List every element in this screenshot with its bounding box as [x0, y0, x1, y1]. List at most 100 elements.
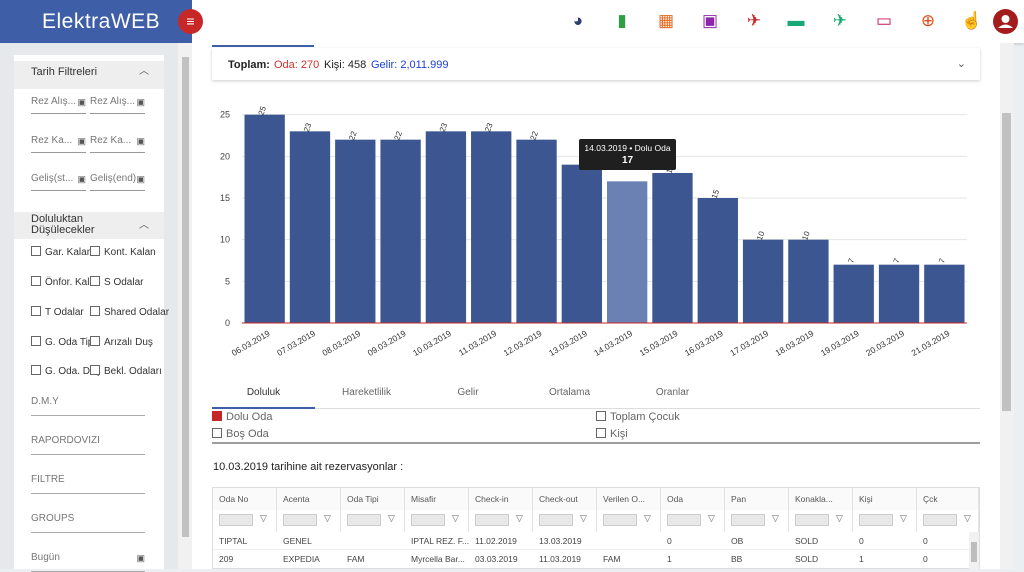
chart-bar[interactable] [516, 139, 557, 323]
chart-bar[interactable] [878, 264, 920, 323]
checkbox-bekl-odalari[interactable]: Bekl. Odaları [90, 365, 162, 377]
chart-bar[interactable] [425, 131, 467, 323]
table-cell[interactable]: 209 [219, 554, 234, 564]
bed-icon[interactable]: ▬ [787, 11, 805, 30]
column-header[interactable]: Acenta [277, 488, 341, 510]
calendar-icon[interactable]: ▣ [136, 97, 145, 107]
cart-icon[interactable]: ⊕ [920, 11, 936, 30]
filter-icon[interactable]: ▽ [260, 513, 267, 523]
table-cell[interactable]: BB [731, 554, 743, 564]
legend-dolu-oda[interactable]: Dolu Oda [212, 411, 272, 423]
column-header[interactable]: Verilen O... [597, 488, 661, 510]
grid-icon[interactable]: ▦ [657, 11, 675, 30]
checkbox-kont-kalan[interactable]: Kont. Kalan [90, 246, 156, 258]
filter-icon[interactable]: ▽ [324, 513, 331, 523]
checkbox-s-odalar[interactable]: S Odalar [90, 276, 143, 288]
chart-bar[interactable] [697, 198, 738, 323]
filter-icon[interactable]: ▽ [772, 513, 779, 523]
filter-input[interactable] [603, 514, 637, 526]
chart-bar[interactable] [652, 173, 693, 323]
touch-icon[interactable]: ☝ [961, 11, 983, 30]
column-header[interactable]: Kişi [853, 488, 917, 510]
groups-field[interactable]: GROUPS [31, 513, 145, 533]
column-header[interactable]: Pan [725, 488, 789, 510]
filter-icon[interactable]: ▽ [900, 513, 907, 523]
filter-icon[interactable]: ▽ [836, 513, 843, 523]
column-header[interactable]: Oda No [213, 488, 277, 510]
table-cell[interactable]: IPTAL REZ. F... [405, 532, 469, 550]
table-cell[interactable]: SOLD [795, 554, 819, 564]
filter-input[interactable] [923, 514, 957, 526]
filter-icon[interactable]: ▽ [388, 513, 395, 523]
occupancy-header[interactable]: Doluluktan Düşülecekler ︿ [14, 212, 164, 239]
filter-input[interactable] [219, 514, 253, 526]
calendar-icon[interactable]: ▣ [136, 136, 145, 146]
column-header[interactable]: Çck [917, 488, 979, 510]
column-header[interactable]: Oda Tipi [341, 488, 405, 510]
table-cell[interactable] [597, 532, 661, 550]
table-scrollbar[interactable] [969, 532, 979, 569]
calendar-icon[interactable]: ▣ [77, 174, 86, 184]
table-cell[interactable]: 1 [667, 554, 672, 564]
table-cell[interactable]: 0 [661, 532, 725, 550]
filter-icon[interactable]: ▽ [708, 513, 715, 523]
filter-input[interactable] [475, 514, 509, 526]
column-header[interactable]: Konakla... [789, 488, 853, 510]
table-cell[interactable]: 0 [853, 532, 917, 550]
table-cell[interactable]: 0 [917, 532, 979, 550]
summary-bar[interactable]: Toplam: Oda: 270 Kişi: 458 Gelir: 2,011.… [212, 45, 980, 80]
checkbox-shared-odalar[interactable]: Shared Odalar [90, 306, 169, 318]
filter-input[interactable] [539, 514, 573, 526]
table-cell[interactable]: SOLD [789, 532, 853, 550]
filter-icon[interactable]: ▽ [644, 513, 651, 523]
date-filters-header[interactable]: Tarih Filtreleri ︿ [14, 61, 164, 89]
checkbox-gar-kalan[interactable]: Gar. Kalan [31, 246, 92, 258]
checkbox-arizali-dus[interactable]: Arızalı Duş [90, 336, 153, 348]
bugun-field[interactable]: Bugün ▣ [31, 552, 145, 572]
expand-chevron-icon[interactable]: ⌄ [956, 58, 966, 70]
table-cell[interactable]: TIPTAL [213, 532, 277, 550]
filter-input[interactable] [411, 514, 445, 526]
table-cell[interactable]: FAM [347, 554, 365, 564]
table-cell[interactable]: 0 [923, 554, 928, 564]
calendar-icon[interactable]: ▣ [136, 553, 145, 563]
table-cell[interactable]: 13.03.2019 [533, 532, 597, 550]
gelis-start-field[interactable]: Geliş(st... ▣ [31, 173, 86, 191]
bar-chart-icon[interactable]: ▮ [617, 11, 627, 30]
filter-icon[interactable]: ▽ [580, 513, 587, 523]
chart-bar[interactable] [289, 131, 331, 323]
filter-input[interactable] [859, 514, 893, 526]
chart-bar[interactable] [244, 114, 285, 324]
legend-bos-oda[interactable]: Boş Oda [212, 428, 269, 440]
chart-bar[interactable] [833, 264, 874, 323]
page-scroll-thumb[interactable] [1002, 113, 1011, 411]
chart-bar[interactable] [606, 181, 648, 323]
chart-bar[interactable] [742, 239, 784, 323]
sidebar-scroll-thumb[interactable] [182, 57, 189, 537]
rez-alis-start-field[interactable]: Rez Alış... ▣ [31, 96, 86, 114]
filter-icon[interactable]: ▽ [516, 513, 523, 523]
checkbox-g-oda-tip[interactable]: G. Oda Tip [31, 336, 93, 348]
chart-bar[interactable] [561, 164, 603, 323]
legend-toplam-cocuk[interactable]: Toplam Çocuk [596, 411, 680, 423]
chart-bar[interactable] [471, 131, 512, 323]
table-cell[interactable]: EXPEDIA [283, 554, 320, 564]
chart-bar[interactable] [335, 139, 376, 323]
checkbox-g-oda-dus[interactable]: G. Oda. Duş [31, 365, 101, 377]
departure-icon[interactable]: ✈ [746, 11, 762, 30]
filter-input[interactable] [795, 514, 829, 526]
gelis-end-field[interactable]: Geliş(end) ▣ [90, 173, 145, 191]
checkbox-t-odalar[interactable]: T Odalar [31, 306, 84, 318]
table-cell[interactable]: 11.03.2019 [539, 554, 581, 564]
calendar-icon[interactable]: ▣ [77, 136, 86, 146]
rez-kayit-start-field[interactable]: Rez Ka... ▣ [31, 135, 86, 153]
calendar-icon[interactable]: ▣ [77, 97, 86, 107]
column-header[interactable]: Check-out [533, 488, 597, 510]
filter-input[interactable] [667, 514, 701, 526]
filter-icon[interactable]: ▽ [964, 513, 971, 523]
table-cell[interactable]: GENEL [277, 532, 341, 550]
column-header[interactable]: Misafir [405, 488, 469, 510]
tab-doluluk[interactable]: Doluluk [212, 379, 315, 409]
column-header[interactable]: Oda [661, 488, 725, 510]
pie-chart-icon[interactable]: ◕ [572, 11, 584, 30]
